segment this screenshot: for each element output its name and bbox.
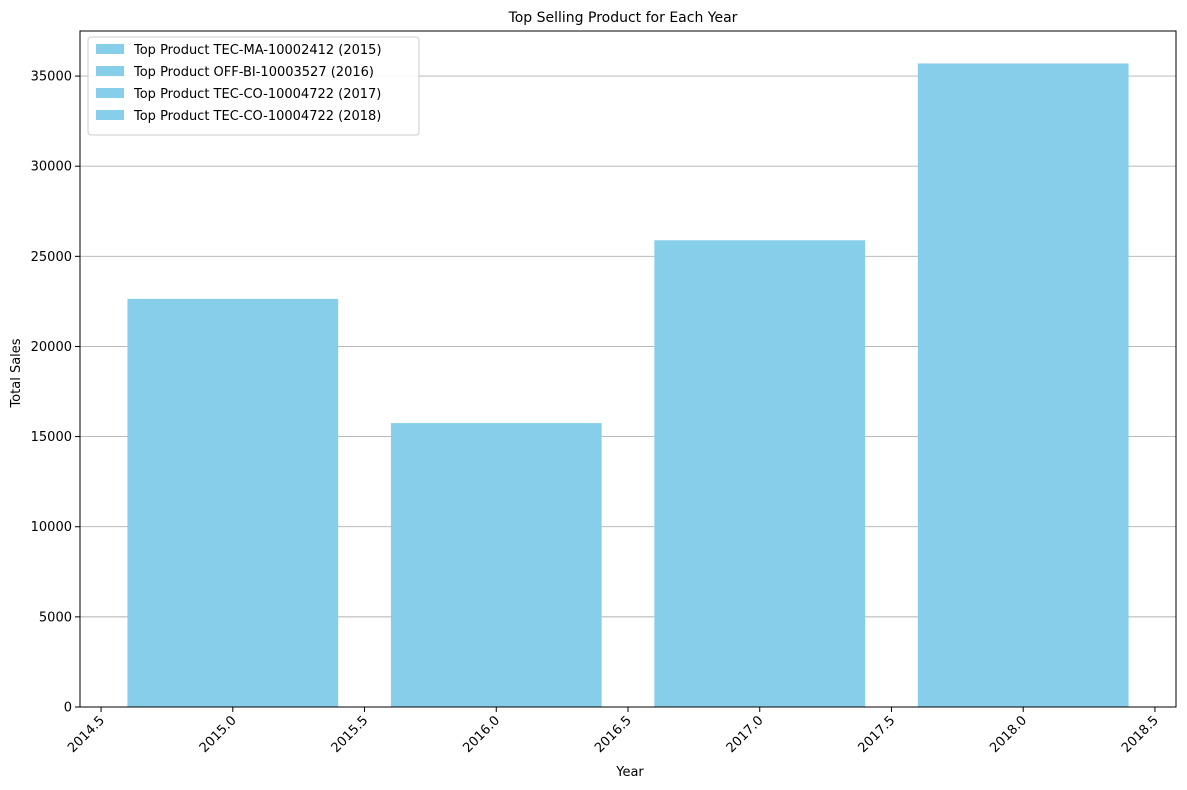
legend-label: Top Product TEC-CO-10004722 (2018) [133, 109, 381, 124]
legend: Top Product TEC-MA-10002412 (2015) Top Pr… [87, 36, 420, 136]
legend-swatch [96, 88, 124, 98]
chart-title: Top Selling Product for Each Year [508, 10, 738, 26]
y-tick-label: 30000 [31, 160, 72, 175]
y-axis-label: Total Sales [9, 338, 24, 408]
x-tick-label: 2017.5 [856, 713, 899, 756]
x-axis-label: Year [615, 765, 644, 780]
x-ticks: 2014.5 2015.0 2015.5 2016.0 2016.5 2017.0 2017… [65, 707, 1162, 756]
bar [127, 298, 339, 707]
legend-box [87, 36, 420, 136]
x-tick-label: 2014.5 [65, 713, 108, 756]
y-tick-label: 15000 [31, 430, 72, 445]
y-tick-label: 35000 [31, 70, 72, 85]
legend-label: Top Product OFF-BI-10003527 (2016) [133, 65, 374, 80]
y-tick-label: 5000 [39, 610, 72, 625]
bar [390, 423, 602, 707]
y-tick-label: 20000 [31, 340, 72, 355]
legend-swatch [96, 66, 124, 76]
x-tick-label: 2018.5 [1119, 713, 1162, 756]
bar [654, 240, 866, 707]
x-tick-label: 2015.5 [329, 713, 372, 756]
legend-label: Top Product TEC-MA-10002412 (2015) [133, 43, 382, 58]
legend-swatch [96, 44, 124, 54]
y-ticks: 0 5000 10000 15000 20000 25000 30000 35000 [31, 70, 80, 716]
x-tick-label: 2018.0 [987, 713, 1030, 756]
y-tick-label: 25000 [31, 250, 72, 265]
x-tick-label: 2015.0 [197, 713, 240, 756]
legend-label: Top Product TEC-CO-10004722 (2017) [133, 87, 381, 102]
bar [917, 63, 1129, 707]
bars [127, 63, 1129, 707]
x-tick-label: 2016.5 [592, 713, 635, 756]
y-tick-label: 10000 [31, 520, 72, 535]
x-tick-label: 2017.0 [724, 713, 767, 756]
legend-swatch [96, 110, 124, 120]
x-tick-label: 2016.0 [460, 713, 503, 756]
y-tick-label: 0 [64, 701, 72, 716]
